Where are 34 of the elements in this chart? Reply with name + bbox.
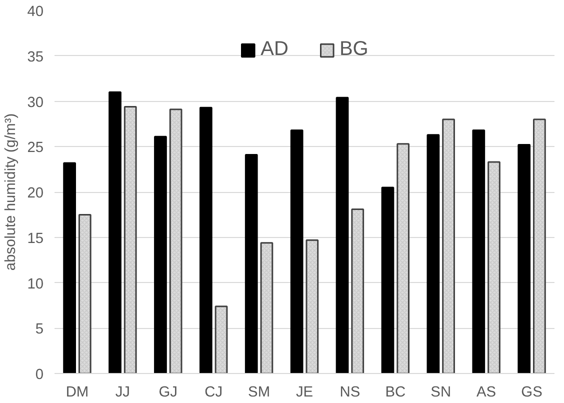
y-tick-label: 10: [27, 276, 44, 292]
x-tick-label: DM: [66, 384, 89, 400]
bar: [518, 144, 531, 374]
bar: [199, 106, 212, 374]
x-tick-label: BC: [385, 384, 406, 400]
x-tick-label: GJ: [158, 384, 178, 400]
x-tick-label: AS: [476, 384, 496, 400]
x-tick-label: SN: [430, 384, 452, 400]
bar: [472, 130, 486, 374]
bar: [290, 130, 304, 374]
y-tick-label: 25: [27, 140, 44, 156]
bar: [336, 96, 349, 374]
y-axis-title: absolute humidity (g/m³): [3, 113, 20, 271]
bar: [154, 136, 167, 374]
bar: [426, 134, 440, 374]
x-tick-label: SM: [248, 384, 270, 400]
legend-label: BG: [339, 38, 368, 61]
y-tick-label: 30: [27, 94, 44, 111]
y-tick-label: 0: [35, 367, 44, 383]
x-tick-label: GS: [521, 384, 543, 400]
legend-label: AD: [260, 38, 288, 61]
x-tick-label: NS: [340, 384, 360, 400]
bar: [244, 154, 258, 374]
bar: [108, 91, 122, 374]
x-tick-label: JE: [296, 384, 314, 400]
y-tick-label: 40: [27, 4, 44, 20]
y-tick-label: 5: [35, 322, 44, 338]
bar: [381, 186, 394, 374]
x-tick-label: CJ: [204, 384, 223, 400]
bar: [63, 162, 76, 374]
y-tick-label: 15: [27, 230, 44, 247]
y-tick-label: 20: [27, 186, 44, 202]
x-tick-label: JJ: [115, 384, 130, 400]
y-tick-label: 35: [27, 49, 44, 66]
